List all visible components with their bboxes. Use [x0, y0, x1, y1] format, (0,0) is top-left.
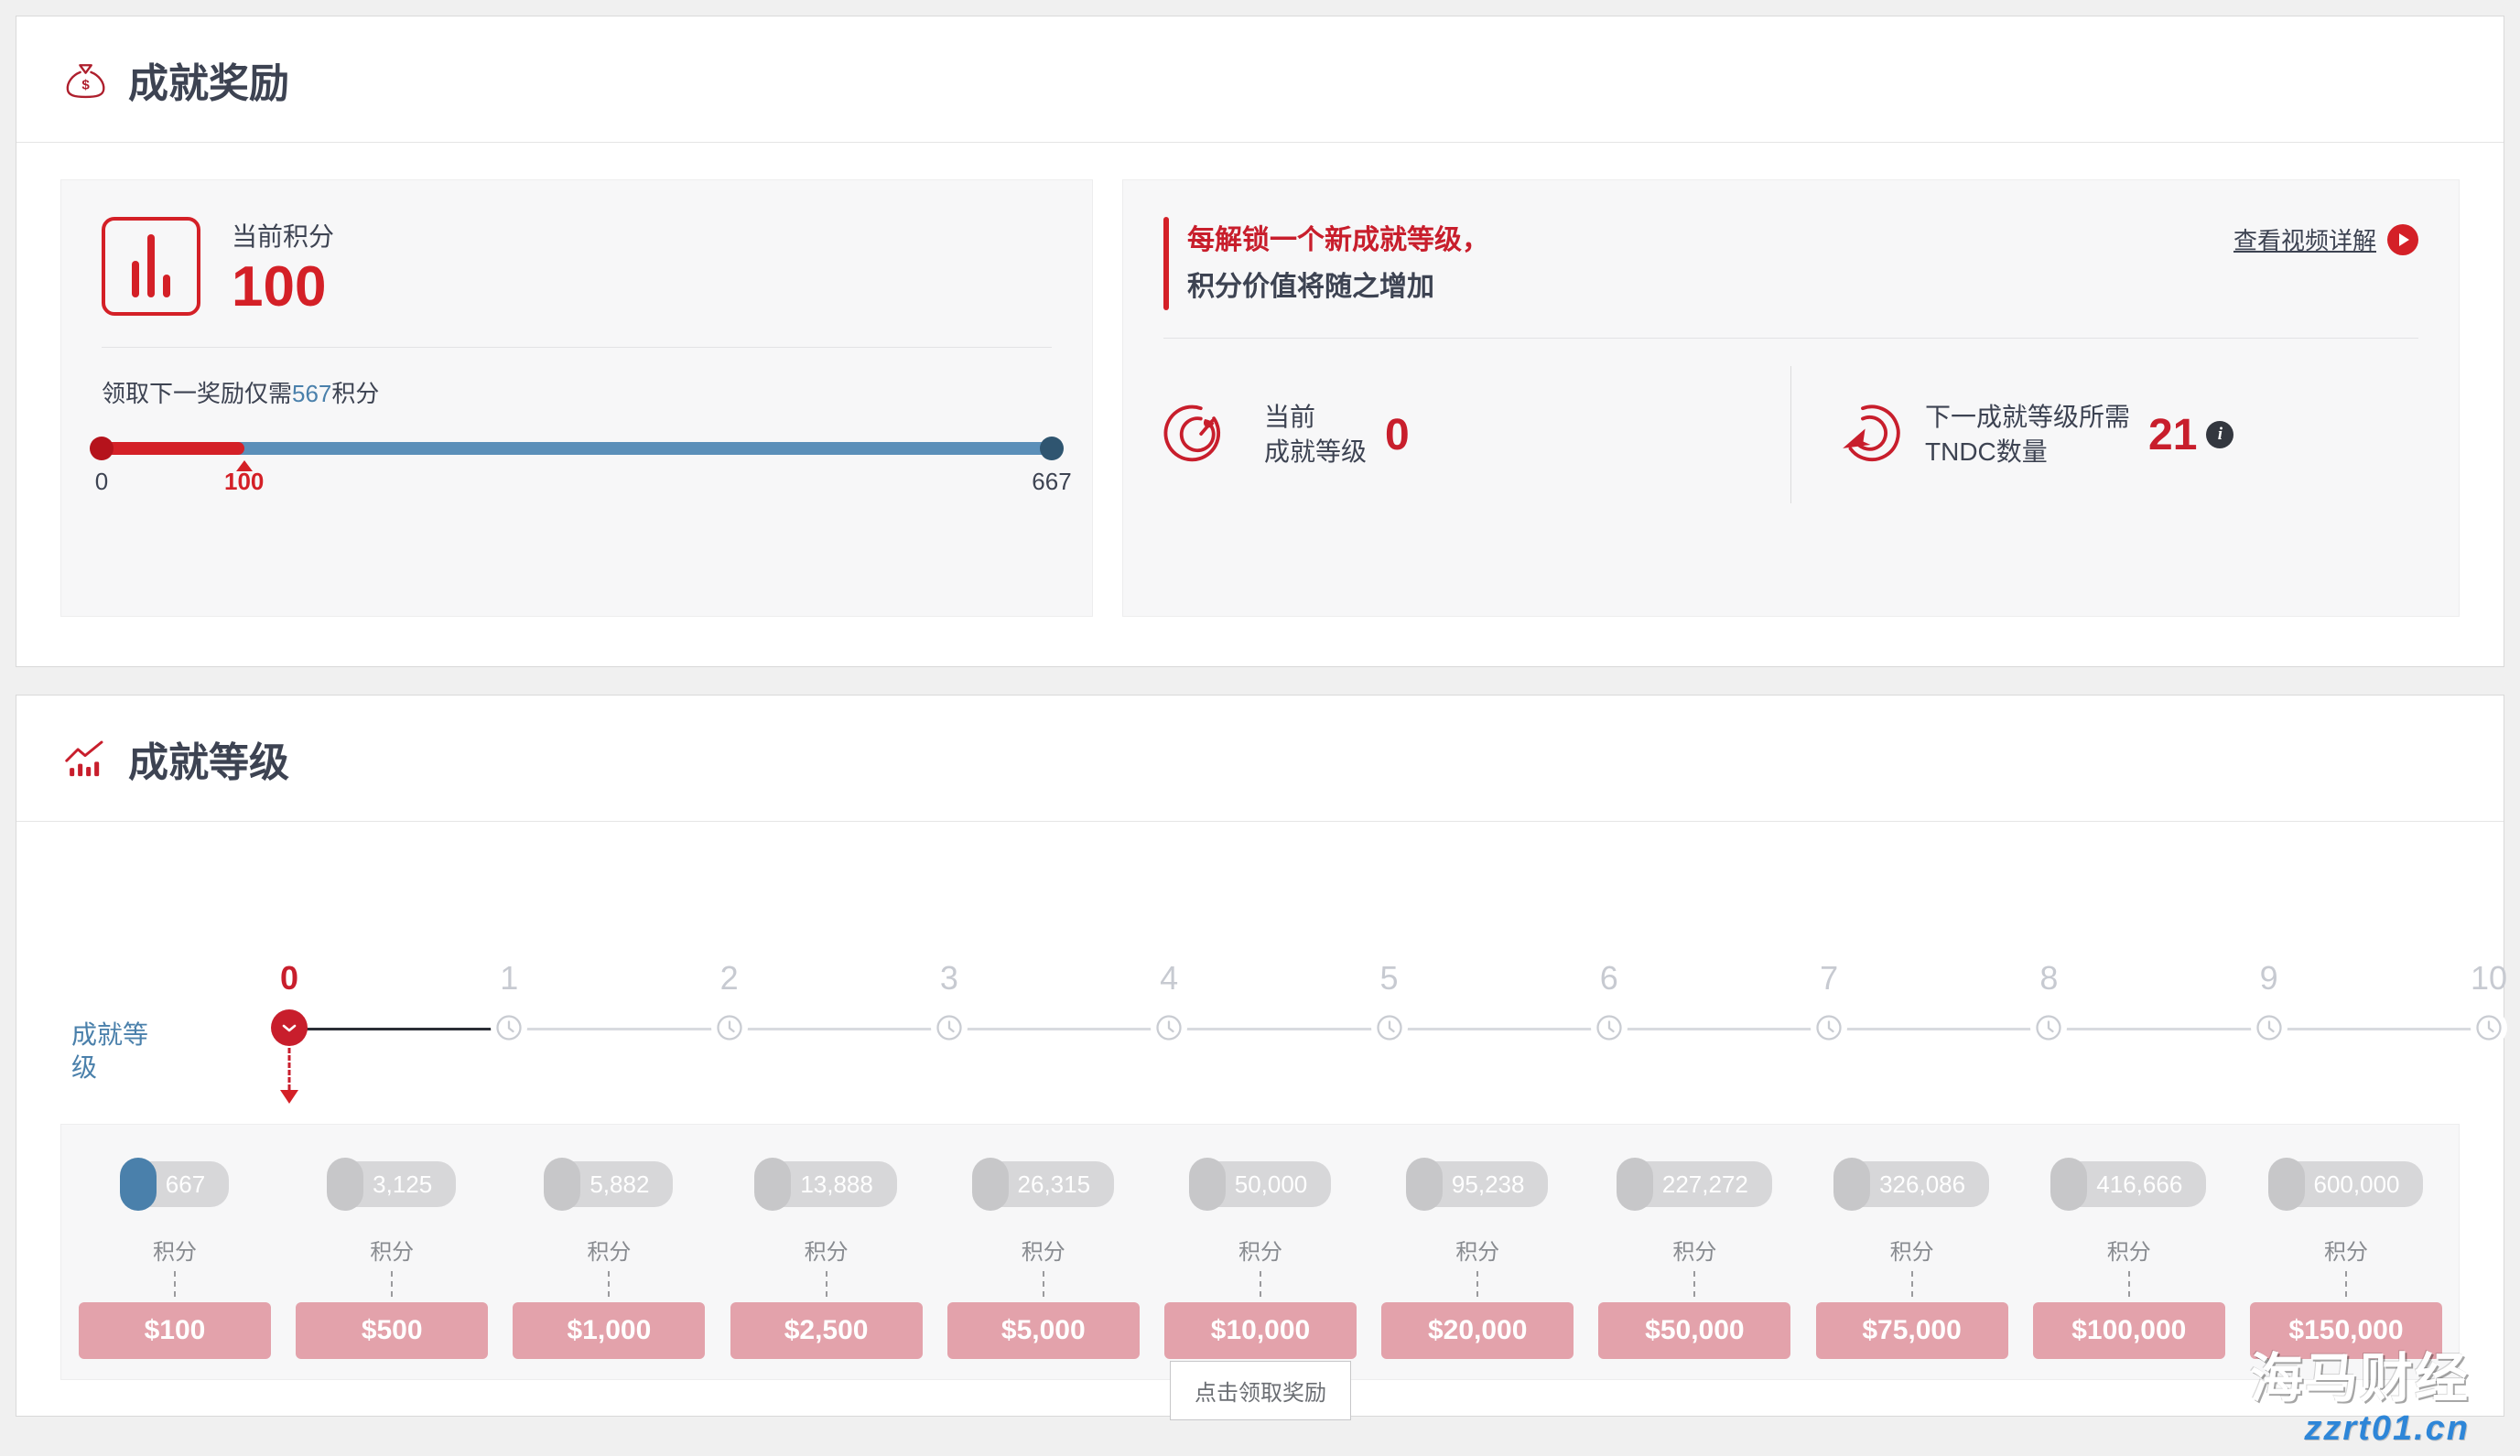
svg-text:$: $ — [81, 77, 90, 92]
